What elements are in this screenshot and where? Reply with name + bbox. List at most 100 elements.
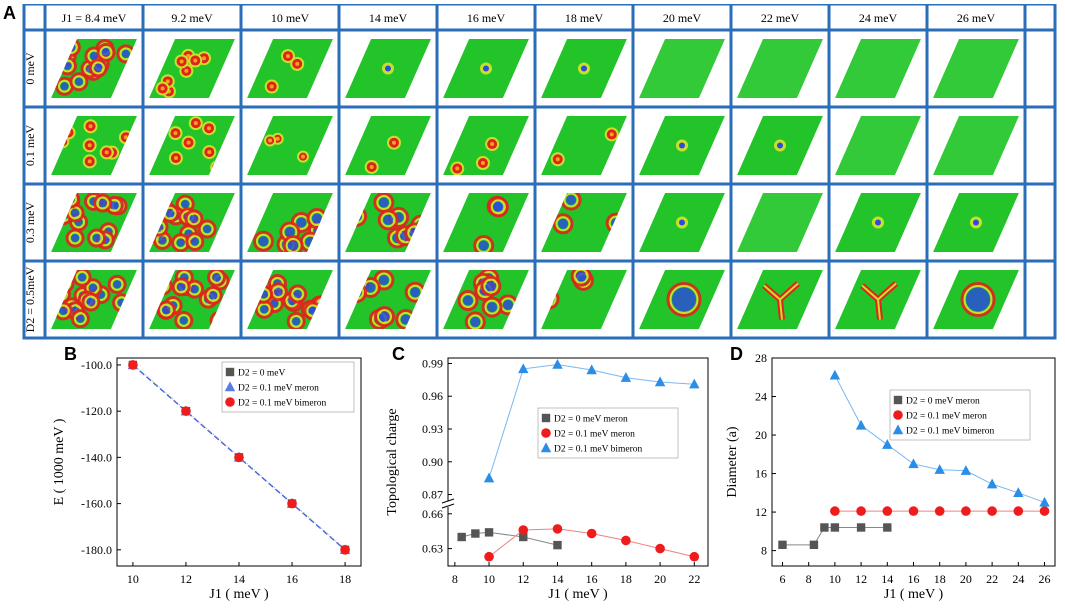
data-point [457, 532, 466, 542]
series-line-0mev [133, 364, 347, 551]
texture-cell [247, 116, 333, 175]
chart-b-energy: 10 12 14 16 18 -100.0 -120.0 -140.0 -160.0 -180.0… [52, 357, 362, 602]
y-tick-label: 0.93 [422, 422, 443, 436]
column-label: 10 meV [271, 11, 310, 25]
data-point [856, 506, 866, 516]
data-point [553, 540, 562, 550]
legend-marker [540, 442, 552, 453]
legend-marker [893, 395, 903, 405]
texture-cell [835, 116, 921, 175]
row-label: 0.1 meV [23, 125, 37, 167]
x-tick-label: 8 [806, 572, 812, 586]
data-point [855, 419, 867, 430]
legend-label: D2 = 0 meV meron [554, 415, 628, 425]
texture-cell [835, 270, 921, 329]
y-tick-label: -160.0 [81, 497, 112, 511]
y-tick-label: 0.99 [422, 356, 443, 370]
x-tick-label: 12 [180, 572, 192, 586]
legend-box [537, 407, 679, 459]
x-tick-label: 12 [855, 572, 867, 586]
data-point [484, 528, 494, 537]
x-tick-label: 14 [881, 572, 893, 586]
panel-letter-a: A [3, 3, 16, 23]
panel-letter-c: C [392, 344, 405, 364]
y-tick-label: -100.0 [81, 358, 112, 372]
y-tick-label: 0.63 [422, 542, 443, 556]
data-point [1039, 506, 1050, 516]
texture-cell [933, 39, 1019, 98]
legend-marker [541, 413, 551, 423]
axis-break-mark [441, 498, 455, 504]
x-tick-label: 8 [452, 572, 458, 586]
x-axis-label: J1 ( meV ) [548, 587, 608, 602]
texture-cell [835, 39, 921, 98]
y-tick-label: 0.66 [422, 507, 443, 521]
data-point [621, 535, 631, 546]
legend-marker [225, 367, 235, 377]
data-point [820, 523, 829, 532]
data-point [987, 506, 997, 516]
data-point [1039, 496, 1050, 507]
texture-cell [639, 270, 725, 329]
texture-cell [541, 39, 627, 98]
x-tick-label: 22 [986, 572, 998, 586]
y-tick-label: 16 [755, 467, 767, 481]
data-point [654, 376, 666, 387]
x-tick-label: 14 [551, 572, 563, 586]
panel-letter-b: B [64, 344, 77, 364]
data-point [181, 406, 191, 416]
x-tick-label: 16 [586, 572, 598, 586]
data-point [934, 464, 945, 474]
data-point [552, 524, 563, 534]
y-tick-label: 12 [755, 505, 767, 519]
texture-cell [835, 193, 921, 252]
texture-cell [443, 270, 529, 329]
texture-cell [345, 39, 431, 98]
texture-cell [541, 193, 627, 252]
legend-marker [541, 428, 551, 438]
x-tick-label: 12 [517, 572, 529, 586]
column-label: 14 meV [369, 11, 408, 25]
y-tick-label: -180.0 [81, 543, 112, 557]
legend-marker [225, 397, 235, 407]
x-tick-label: 20 [654, 572, 666, 586]
legend-box [889, 389, 1031, 441]
data-point [655, 543, 665, 554]
x-tick-label: 20 [960, 572, 972, 586]
x-tick-label: 22 [688, 572, 700, 586]
data-point [689, 378, 700, 389]
data-point [809, 540, 819, 550]
row-label: 0.3 meV [23, 202, 37, 244]
texture-cell [737, 39, 823, 98]
data-point [882, 439, 893, 449]
data-point [689, 551, 700, 562]
legend-label: D2 = 0 meV meron [906, 397, 980, 407]
y-tick-label: 0.90 [422, 455, 443, 469]
row-label: D2 = 0.5meV [23, 266, 37, 332]
data-point [856, 523, 866, 532]
y-tick-label: 0.87 [422, 488, 443, 502]
x-tick-label: 10 [829, 572, 841, 586]
texture-grid: J1 = 8.4 meV 9.2 meV 10 meV 14 meV 16 meV 18 … [22, 4, 1057, 340]
x-tick-label: 18 [934, 572, 946, 586]
data-point [961, 506, 971, 516]
data-point [620, 372, 632, 382]
legend-marker [892, 424, 904, 435]
legend-label: D2 = 0 meV [238, 369, 285, 379]
data-point [471, 529, 480, 538]
data-point [1013, 506, 1024, 516]
data-point [340, 545, 350, 555]
legend-label: D2 = 0.1 meV meron [238, 384, 319, 394]
data-point [586, 364, 597, 375]
data-point [128, 360, 138, 370]
data-point [483, 472, 495, 483]
data-point [908, 506, 919, 516]
chart-c-topological-charge: 8 10 12 14 16 18 20 22 0.87 0.90 0.93 0.96 0.99 0.63 0… [385, 356, 709, 602]
texture-cell [933, 116, 1019, 175]
legend-marker [224, 381, 236, 392]
column-label: 20 meV [663, 11, 702, 25]
legend-box [221, 361, 355, 413]
data-point [552, 358, 563, 369]
y-tick-label: 20 [755, 428, 767, 442]
